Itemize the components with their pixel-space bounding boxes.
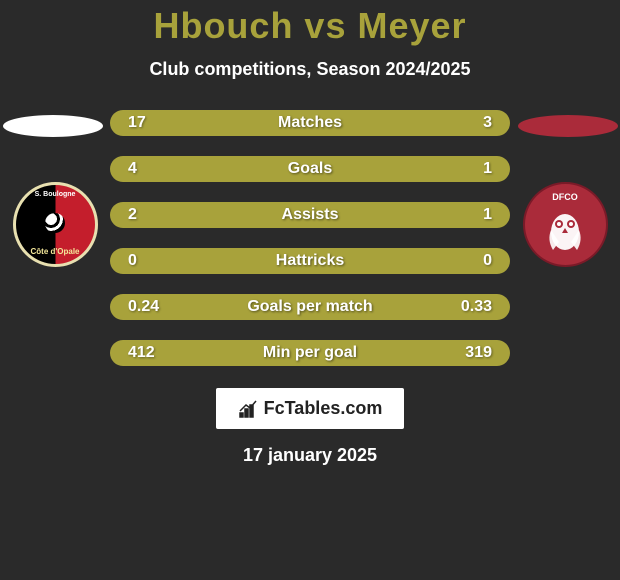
stat-label: Assists [282,206,339,224]
stat-right-value: 1 [452,160,492,178]
date-text: 17 january 2025 [243,445,377,466]
watermark-badge: FcTables.com [216,388,405,429]
crest-left-top-text: S. Boulogne [20,191,90,198]
stat-left-value: 17 [128,114,168,132]
stat-bar-min-per-goal: 412 Min per goal 319 [110,340,510,366]
subtitle: Club competitions, Season 2024/2025 [149,59,470,80]
stat-right-value: 0.33 [452,298,492,316]
stat-left-value: 0 [128,252,168,270]
stat-label: Hattricks [276,252,344,270]
stat-right-value: 0 [452,252,492,270]
stat-bar-goals: 4 Goals 1 [110,156,510,182]
soccer-ball-icon [45,213,65,233]
stat-label: Goals [288,160,332,178]
stat-label: Matches [278,114,342,132]
stat-left-value: 4 [128,160,168,178]
right-side-column: DFCO [510,110,620,267]
left-side-column: S. Boulogne Côte d'Opale [0,110,110,267]
stat-right-value: 1 [452,206,492,224]
watermark-text: FcTables.com [264,398,383,419]
owl-icon [545,210,585,255]
stat-bar-hattricks: 0 Hattricks 0 [110,248,510,274]
comparison-infographic: Hbouch vs Meyer Club competitions, Seaso… [0,0,620,580]
stat-right-value: 319 [452,344,492,362]
stats-column: 17 Matches 3 4 Goals 1 2 Assists 1 0 Hat… [110,110,510,366]
stat-left-value: 2 [128,206,168,224]
stat-right-value: 3 [452,114,492,132]
stat-label: Goals per match [247,298,372,316]
right-ellipse [518,115,618,137]
stat-bar-assists: 2 Assists 1 [110,202,510,228]
stat-label: Min per goal [263,344,357,362]
stat-bar-goals-per-match: 0.24 Goals per match 0.33 [110,294,510,320]
crest-right-text: DFCO [552,192,578,202]
left-club-crest: S. Boulogne Côte d'Opale [13,182,98,267]
crest-left-bottom-text: Côte d'Opale [20,248,90,256]
main-area: S. Boulogne Côte d'Opale 17 Matches 3 4 … [0,110,620,366]
page-title: Hbouch vs Meyer [153,5,466,47]
left-ellipse [3,115,103,137]
chart-icon [238,399,258,419]
right-club-crest: DFCO [523,182,608,267]
stat-bar-matches: 17 Matches 3 [110,110,510,136]
stat-left-value: 0.24 [128,298,168,316]
stat-left-value: 412 [128,344,168,362]
